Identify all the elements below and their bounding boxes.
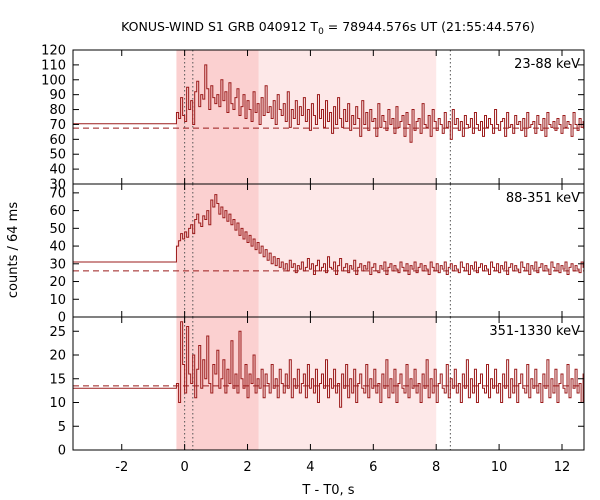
y-tick-label: 0 [58,444,66,459]
y-tick-label: 120 [41,44,66,59]
panel-2: 0 10 20 30 40 50 60 70 88-351 keV [49,183,585,326]
x-tick-label: -2 [115,460,128,475]
y-tick-label: 30 [49,178,66,193]
y-tick-label: 50 [49,148,66,163]
y-tick-label: 20 [49,349,66,364]
x-tick-label: 8 [432,460,440,475]
y-tick-label: 90 [49,88,66,103]
y-tick-label: 40 [49,240,66,255]
lightcurve-series [73,321,584,408]
x-tick-label: 4 [306,460,314,475]
x-tick-label: 6 [369,460,377,475]
lightcurve-series [73,64,584,143]
y-tick-label: 60 [49,204,66,219]
y-tick-label: 70 [49,118,66,133]
y-tick-label: 20 [49,275,66,290]
y-tick-label: 0 [58,311,66,326]
y-tick-label: 110 [41,58,66,73]
panel-3: 0 5 10 15 20 25 351-1330 keV [49,316,585,459]
y-tick-label: 5 [58,420,66,435]
chart-title-subscript: 0 [318,27,324,37]
x-axis-label: T - T0, s [301,483,354,498]
shaded-interval-dark [176,184,259,317]
y-tick-label: 30 [49,257,66,272]
x-tick-label: 2 [243,460,251,475]
chart-title-post: = 78944.576s UT (21:55:44.576) [324,19,535,34]
y-tick-label: 70 [49,186,66,201]
energy-band-label: 351-1330 keV [489,324,580,339]
y-axis-label: counts / 64 ms [6,202,21,298]
y-tick-label: 15 [49,372,66,387]
x-tick-label: 0 [180,460,188,475]
energy-band-label: 23-88 keV [514,57,580,72]
chart-title-pre: KONUS-WIND S1 GRB 040912 T [121,19,318,34]
chart-title: KONUS-WIND S1 GRB 040912 T0 = 78944.576s… [121,19,535,37]
y-tick-label: 10 [49,293,66,308]
x-tick-label: 12 [554,460,571,475]
y-tick-label: 100 [41,73,66,88]
energy-band-label: 88-351 keV [506,191,580,206]
y-tick-label: 80 [49,103,66,118]
shaded-interval-dark [176,50,259,184]
y-tick-label: 25 [49,325,66,340]
y-tick-label: 40 [49,163,66,178]
y-tick-label: 10 [49,396,66,411]
y-tick-label: 50 [49,222,66,237]
lightcurve-series [73,194,584,275]
x-tick-label: 10 [491,460,508,475]
panel-frame [72,316,585,451]
y-tick-label: 60 [49,133,66,148]
